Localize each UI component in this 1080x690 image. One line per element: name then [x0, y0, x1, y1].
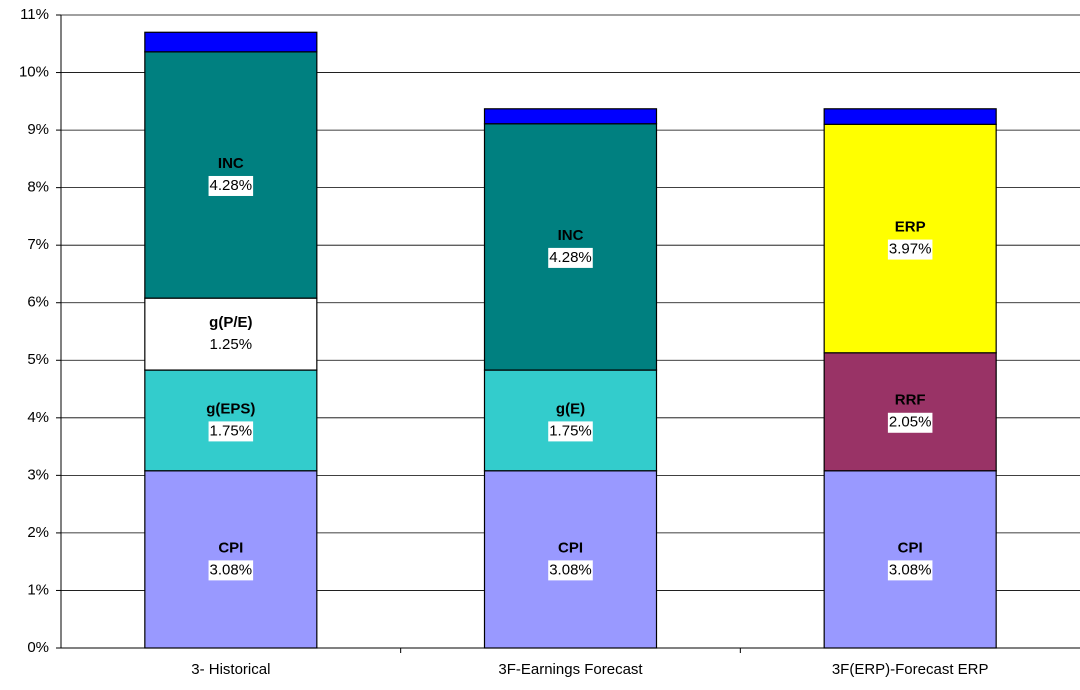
y-tick-label: 2%	[27, 524, 49, 541]
x-tick-label: 3F(ERP)-Forecast ERP	[832, 661, 989, 678]
value-label-bg	[548, 560, 593, 581]
value-label: 1.75%	[210, 422, 253, 439]
bar-segment	[823, 108, 997, 125]
y-tick-label: 1%	[27, 581, 49, 598]
value-label-bg	[208, 421, 254, 442]
segment-name: ERP	[895, 219, 926, 236]
y-tick-label: 8%	[27, 179, 49, 196]
value-label-bg	[208, 335, 254, 356]
bar-segment	[823, 352, 997, 472]
value-label: 1.25%	[210, 336, 253, 353]
value-label: 3.08%	[889, 561, 932, 578]
bar-segment	[483, 369, 658, 472]
x-tick-label: 3F-Earnings Forecast	[498, 661, 643, 678]
value-label: 1.75%	[549, 422, 592, 439]
bar-segment	[144, 51, 318, 299]
y-tick-label: 10%	[19, 64, 49, 81]
segment-name: RRF	[895, 392, 926, 409]
y-tick-label: 4%	[27, 409, 49, 426]
y-tick-label: 11%	[20, 6, 49, 23]
value-label: 2.05%	[889, 414, 932, 431]
y-tick-label: 3%	[27, 466, 49, 483]
bar-segment	[144, 369, 318, 472]
value-label-bg	[887, 412, 933, 433]
bar-segment	[144, 470, 318, 649]
value-label: 4.28%	[549, 249, 592, 266]
segment-name: g(E)	[556, 400, 585, 417]
value-label: 3.08%	[210, 561, 253, 578]
y-tick-label: 9%	[27, 121, 49, 138]
value-label: 3.08%	[549, 561, 592, 578]
y-tick-label: 7%	[27, 236, 49, 253]
segment-name: CPI	[898, 539, 923, 556]
bar-segment	[144, 297, 318, 371]
y-tick-label: 5%	[27, 351, 49, 368]
x-tick-label: 3- Historical	[191, 661, 270, 678]
bar-segment	[823, 123, 997, 354]
value-label: 3.97%	[889, 241, 932, 258]
segment-name: g(EPS)	[206, 400, 255, 417]
segment-name: INC	[558, 227, 584, 244]
y-tick-label: 6%	[27, 294, 49, 311]
bar-segment	[483, 123, 658, 371]
value-label-bg	[887, 239, 933, 260]
value-label-bg	[208, 560, 254, 581]
bar-segment	[144, 31, 318, 53]
bar-segment	[823, 470, 997, 649]
value-label-bg	[548, 421, 593, 442]
value-label-bg	[208, 175, 254, 196]
segment-name: CPI	[558, 539, 583, 556]
segment-name: INC	[218, 155, 244, 172]
y-tick-label: 0%	[27, 639, 49, 656]
bar-segment	[483, 470, 658, 649]
value-label: 4.28%	[210, 177, 253, 194]
bar-segment	[483, 108, 658, 125]
segment-name: CPI	[218, 539, 243, 556]
segment-name: g(P/E)	[209, 314, 252, 331]
value-label-bg	[887, 560, 933, 581]
value-label-bg	[548, 247, 593, 268]
